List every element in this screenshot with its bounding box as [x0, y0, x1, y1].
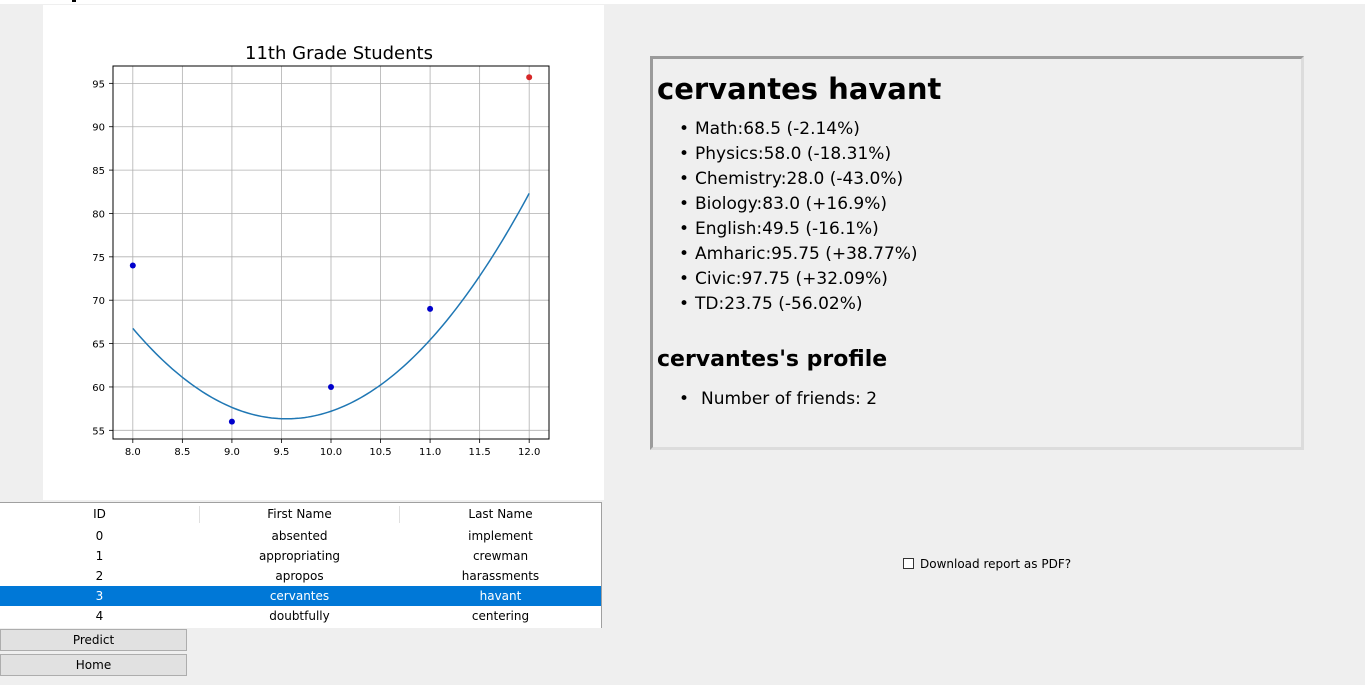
student-name-heading: cervantes havant [657, 72, 942, 106]
data-point [228, 418, 235, 425]
subject-score: Math:68.5 (-2.14%) [695, 119, 860, 139]
data-point [129, 262, 136, 269]
fit-curve [132, 193, 530, 420]
home-button[interactable]: Home [0, 654, 187, 676]
window-top-strip [0, 0, 1365, 4]
cell-last-name: crewman [472, 549, 529, 563]
list-item: • TD:23.75 (-56.02%) [657, 292, 1297, 317]
x-tick-label: 8.5 [174, 447, 190, 458]
students-table[interactable]: ID First Name Last Name 0 absented imple… [0, 502, 602, 628]
bullet: • [679, 294, 690, 314]
list-item: • Chemistry:28.0 (-43.0%) [657, 167, 1297, 192]
x-tick-label: 10.5 [369, 447, 391, 458]
subject-score: Physics:58.0 (-18.31%) [695, 144, 892, 164]
cell-first-name: appropriating [258, 549, 341, 563]
subject-score: Chemistry:28.0 (-43.0%) [695, 169, 904, 189]
bullet: • [679, 389, 690, 409]
y-tick-label: 90 [92, 123, 105, 134]
cell-last-name: harassments [461, 569, 540, 583]
x-tick-label: 12.0 [518, 447, 540, 458]
y-tick-label: 95 [92, 79, 105, 90]
y-tick-label: 70 [92, 296, 105, 307]
y-tick-label: 55 [92, 426, 105, 437]
chart-ticks: 8.0 8.5 9.0 9.5 10.0 10.5 11.0 11.5 12.0 55 60 65 70… [92, 79, 540, 458]
table-row[interactable]: 2 apropos harassments [0, 566, 601, 586]
y-tick-label: 60 [92, 383, 105, 394]
cell-last-name: implement [468, 529, 533, 543]
table-row[interactable]: 3 cervantes havant [0, 586, 601, 606]
bullet: • [679, 119, 690, 139]
x-tick-label: 10.0 [320, 447, 342, 458]
y-tick-label: 85 [92, 166, 105, 177]
x-tick-label: 11.0 [419, 447, 441, 458]
clipped-menu-text [72, 0, 76, 2]
table-header: ID First Name Last Name [0, 503, 601, 525]
list-item: • English:49.5 (-16.1%) [657, 217, 1297, 242]
table-row[interactable]: 1 appropriating crewman [0, 546, 601, 566]
cell-id: 1 [95, 549, 104, 563]
cell-id: 0 [95, 529, 104, 543]
y-tick-label: 65 [92, 340, 105, 351]
subject-score: Civic:97.75 (+32.09%) [695, 269, 888, 289]
data-point [427, 305, 434, 312]
y-tick-label: 75 [92, 253, 105, 264]
chart-panel: 11th Grade Students 8.0 8.5 9.0 9.5 10.0 10.5… [43, 5, 604, 500]
header-last-name[interactable]: Last Name [468, 507, 533, 521]
bullet: • [679, 194, 690, 214]
cell-last-name: havant [479, 589, 522, 603]
list-item: • Physics:58.0 (-18.31%) [657, 142, 1297, 167]
download-pdf-label: Download report as PDF? [920, 557, 1072, 571]
x-tick-label: 11.5 [469, 447, 491, 458]
x-tick-label: 9.0 [224, 447, 240, 458]
y-tick-label: 80 [92, 209, 105, 220]
bullet: • [679, 269, 690, 289]
cell-first-name: cervantes [269, 589, 330, 603]
subject-score: English:49.5 (-16.1%) [695, 219, 879, 239]
profile-item: Number of friends: 2 [701, 389, 878, 409]
profile-heading: cervantes's profile [657, 347, 888, 372]
data-point [328, 383, 334, 390]
header-first-name[interactable]: First Name [267, 507, 332, 521]
subject-score: Biology:83.0 (+16.9%) [695, 194, 888, 214]
profile-list: • Number of friends: 2 [657, 387, 1297, 412]
bullet: • [679, 244, 690, 264]
chart-title: 11th Grade Students [245, 43, 433, 64]
checkbox-box[interactable] [903, 558, 914, 569]
chart-points [129, 74, 533, 425]
subject-score: TD:23.75 (-56.02%) [695, 294, 863, 314]
header-separator [399, 506, 400, 523]
subject-scores-list: • Math:68.5 (-2.14%) • Physics:58.0 (-18.3… [657, 117, 1297, 317]
header-id[interactable]: ID [93, 507, 106, 521]
cell-first-name: doubtfully [269, 609, 330, 623]
bullet: • [679, 144, 690, 164]
list-item: • Number of friends: 2 [657, 387, 1297, 412]
list-item: • Math:68.5 (-2.14%) [657, 117, 1297, 142]
cell-id: 2 [95, 569, 104, 583]
chart-grid [113, 66, 549, 439]
cell-last-name: centering [471, 609, 530, 623]
x-tick-label: 9.5 [274, 447, 290, 458]
grade-chart: 11th Grade Students 8.0 8.5 9.0 9.5 10.0 10.5… [92, 43, 550, 458]
predicted-point [526, 74, 533, 81]
bullet: • [679, 169, 690, 189]
table-row[interactable]: 0 absented implement [0, 526, 601, 546]
cell-first-name: absented [271, 529, 328, 543]
cell-id: 3 [95, 589, 104, 603]
cell-id: 4 [95, 609, 104, 623]
cell-first-name: apropos [275, 569, 324, 583]
bullet: • [679, 219, 690, 239]
predict-button[interactable]: Predict [0, 629, 187, 651]
table-row[interactable]: 4 doubtfully centering [0, 606, 601, 626]
header-separator [199, 506, 200, 523]
list-item: • Biology:83.0 (+16.9%) [657, 192, 1297, 217]
list-item: • Civic:97.75 (+32.09%) [657, 267, 1297, 292]
subject-score: Amharic:95.75 (+38.77%) [695, 244, 918, 264]
list-item: • Amharic:95.75 (+38.77%) [657, 242, 1297, 267]
student-report-panel[interactable]: cervantes havant • Math:68.5 (-2.14%) • Ph… [650, 56, 1304, 450]
x-tick-label: 8.0 [125, 447, 141, 458]
